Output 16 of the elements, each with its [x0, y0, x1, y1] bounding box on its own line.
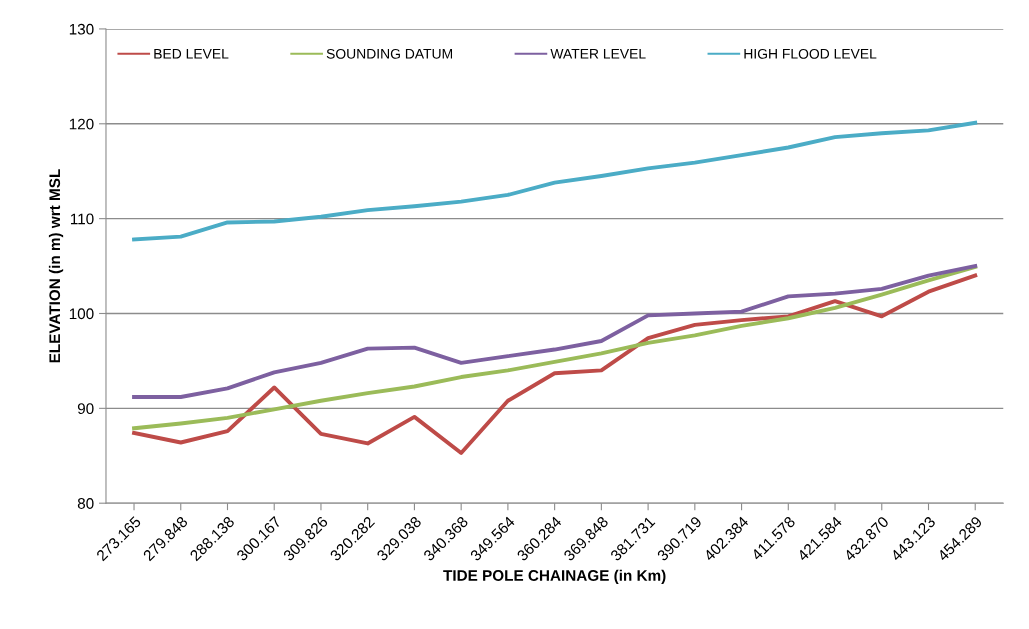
y-tick-label: 120 [69, 118, 94, 130]
legend-label: BED LEVEL [154, 49, 229, 59]
y-tick-label: 130 [69, 23, 94, 35]
line-series [132, 273, 978, 455]
y-tick-label: 90 [77, 403, 94, 415]
line-series [132, 265, 978, 431]
legend-label: WATER LEVEL [550, 49, 646, 59]
line-series [132, 120, 978, 242]
y-axis-title: ELEVATION (in m) wrt MSL [48, 169, 64, 363]
legend-label: SOUNDING DATUM [326, 48, 453, 59]
x-axis-title: TIDE POLE CHAINAGE (in Km) [443, 569, 666, 584]
y-tick-label: 110 [70, 213, 94, 225]
y-tick-label: 80 [77, 498, 94, 509]
y-tick-label: 100 [69, 308, 94, 320]
line-series [132, 264, 978, 399]
legend-label: HIGH FLOOD LEVEL [744, 48, 877, 59]
